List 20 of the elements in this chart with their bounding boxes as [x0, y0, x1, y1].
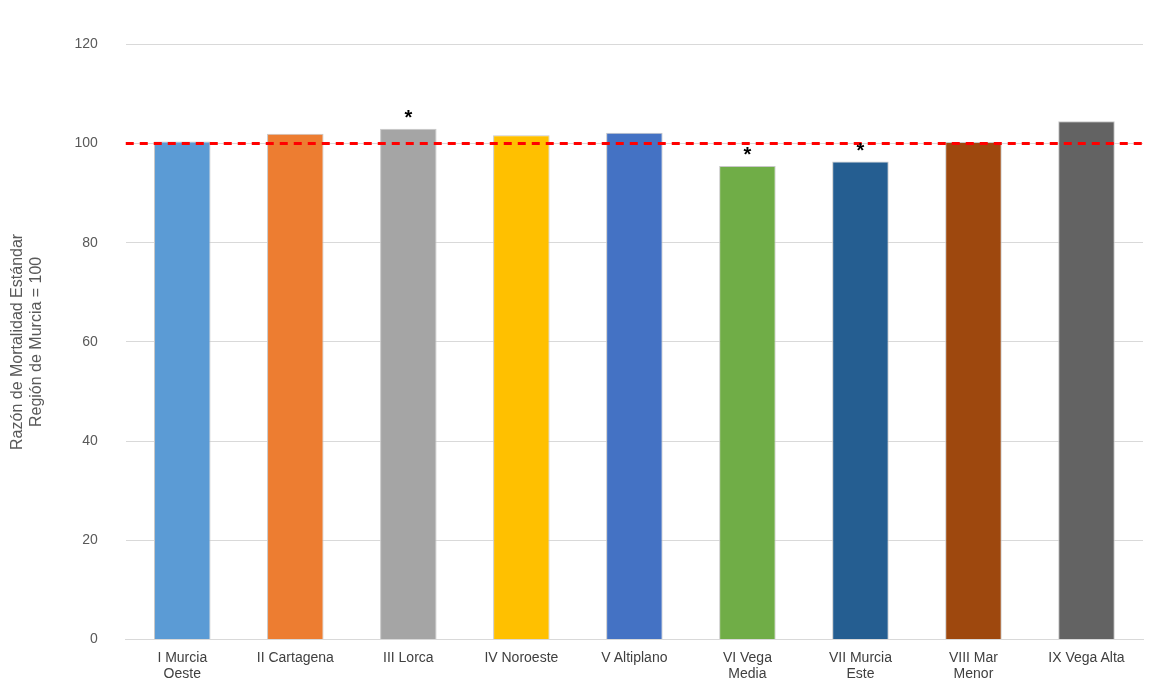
annotation: * [404, 106, 413, 129]
x-tick-label: V Altiplano [601, 648, 668, 665]
annotation: * [856, 138, 865, 161]
x-tick-label: III Lorca [383, 648, 434, 665]
x-tick-label: I Murcia Oeste [157, 648, 208, 682]
y-axis-title: Razón de Mortalidad Estándar Región de Murcia = 100 [8, 233, 45, 450]
x-tick-label: VII Murcia Este [828, 648, 893, 682]
annotation: * [743, 143, 752, 166]
x-tick-label: VIII Mar Menor [948, 648, 999, 682]
x-tick-label: VI Vega Media [722, 648, 773, 682]
y-tick-label: 60 [82, 332, 98, 349]
y-tick-label: 100 [74, 134, 98, 151]
y-tick-label: 0 [89, 630, 98, 647]
y-tick-label: 120 [74, 35, 98, 52]
x-tick-label: II Cartagena [256, 648, 335, 665]
y-tick-label: 20 [82, 531, 98, 548]
y-tick-label: 40 [82, 431, 98, 448]
x-tick-label: IV Noroeste [484, 648, 559, 665]
y-tick-label: 80 [82, 233, 98, 250]
x-tick-label: IX Vega Alta [1048, 648, 1125, 665]
